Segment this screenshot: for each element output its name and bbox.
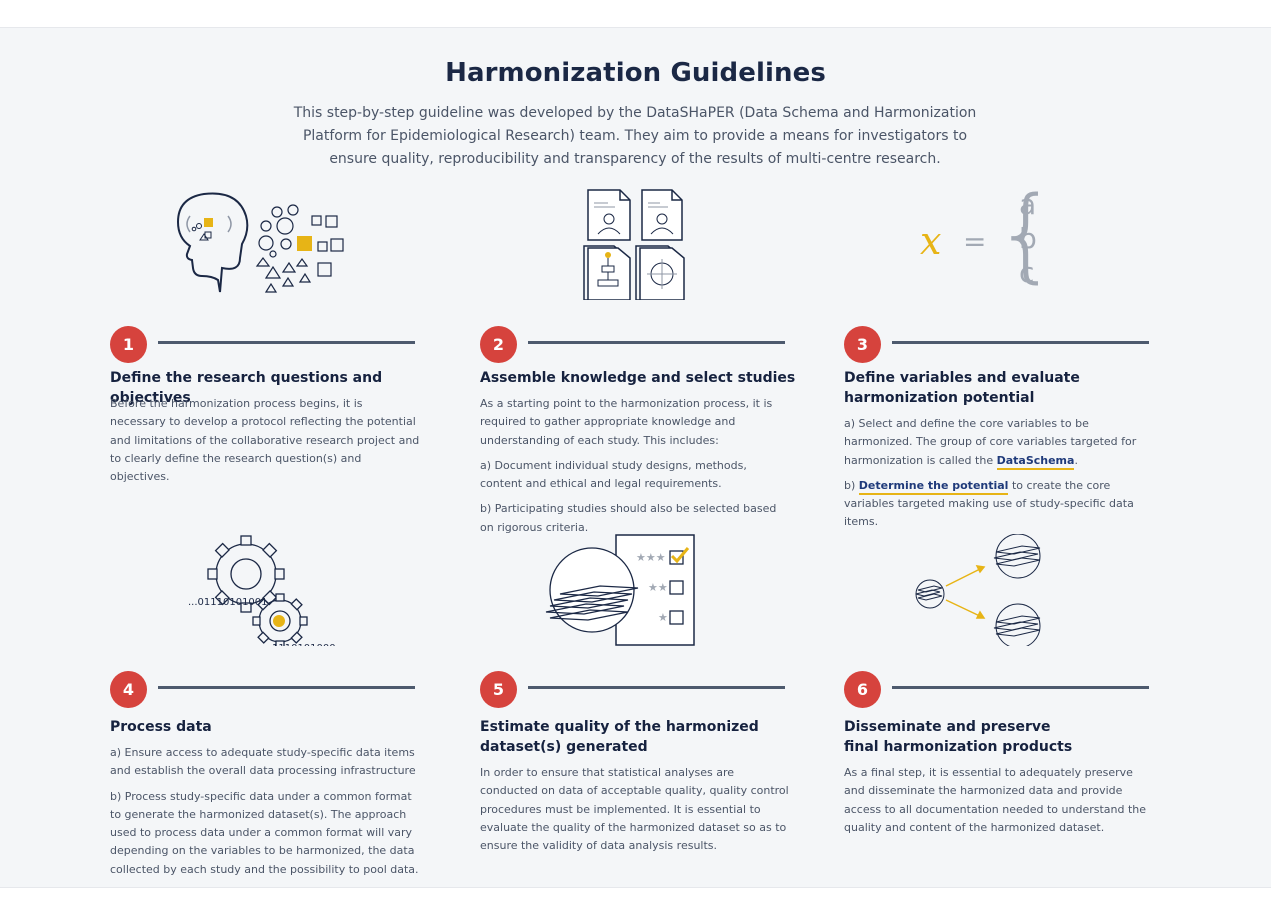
- step-divider: [892, 686, 1149, 689]
- step-number-badge: 1: [110, 326, 147, 363]
- step-2: 2 Assemble knowledge and select studies …: [480, 188, 800, 534]
- paragraph-text: a) Select and define the core variables …: [844, 417, 1137, 467]
- intro-text: This step-by-step guideline was develope…: [293, 105, 977, 167]
- formula-option-a: a: [1019, 188, 1037, 221]
- step-paragraph: a) Ensure access to adequate study-speci…: [110, 746, 416, 778]
- step-divider: [158, 686, 415, 689]
- step-paragraph: As a final step, it is essential to adeq…: [844, 766, 1147, 834]
- guidelines-section: Harmonization Guidelines This step-by-st…: [0, 27, 1271, 888]
- step-title: Disseminate and preserve final harmoniza…: [844, 719, 1073, 755]
- step-number-badge: 5: [480, 671, 517, 708]
- step-paragraph: b) Participating studies should also be …: [480, 502, 777, 534]
- step-5: ★★★ ★★ ★ 5 Estimate quality of the harmo…: [480, 534, 800, 864]
- quality-checklist-icon: ★★★ ★★ ★: [545, 534, 695, 646]
- step-6: 6 Disseminate and preserve final harmoni…: [844, 534, 1164, 864]
- step-paragraph: a) Document individual study designs, me…: [480, 458, 747, 491]
- step-1: 1 Define the research questions and obje…: [110, 188, 430, 488]
- disseminate-arrows-icon: [915, 534, 1041, 646]
- step-title: Assemble knowledge and select studies: [480, 370, 796, 386]
- svg-text:★: ★: [658, 611, 668, 624]
- step-number-badge: 3: [844, 326, 881, 363]
- step-paragraph: In order to ensure that statistical anal…: [480, 766, 789, 853]
- documents-icon: [583, 189, 685, 300]
- step-title: Define variables and evaluate harmonizat…: [844, 370, 1080, 406]
- gears-binary-icon: ...01110101001 1110101000...: [188, 535, 345, 646]
- step-number-badge: 4: [110, 671, 147, 708]
- head-shapes-icon: [176, 192, 344, 293]
- svg-text:★★: ★★: [648, 581, 668, 594]
- svg-text:★★★: ★★★: [636, 551, 666, 564]
- step-body: In order to ensure that statistical anal…: [480, 764, 790, 862]
- step-body: a) Select and define the core variables …: [844, 415, 1154, 539]
- step-number-badge: 6: [844, 671, 881, 708]
- step-3: x = { a b c 3 Define variables and evalu…: [844, 184, 1164, 528]
- formula-option-b: b: [1019, 222, 1037, 255]
- page-title: Harmonization Guidelines: [445, 58, 826, 88]
- step-paragraph: b) Determine the potential to create the…: [844, 477, 1154, 532]
- step-title: Process data: [110, 719, 212, 735]
- step-divider: [528, 686, 785, 689]
- step-divider: [892, 341, 1149, 344]
- step-title: Estimate quality of the harmonized datas…: [480, 719, 759, 755]
- binary-text-2: 1110101000...: [272, 643, 345, 646]
- step-divider: [158, 341, 415, 344]
- step-body: As a final step, it is essential to adeq…: [844, 764, 1154, 844]
- paragraph-text: to create the core variables targeted ma…: [844, 478, 1134, 529]
- step-body: a) Ensure access to adequate study-speci…: [110, 744, 420, 886]
- formula-variable: x: [920, 219, 942, 263]
- paragraph-prefix: b): [844, 478, 859, 492]
- dataschema-link[interactable]: DataSchema: [996, 453, 1075, 470]
- binary-text-1: ...01110101001: [188, 597, 268, 608]
- determine-potential-link[interactable]: Determine the potential: [858, 478, 1009, 495]
- step-paragraph: Before the harmonization process begins,…: [110, 397, 420, 484]
- formula-brace: {: [994, 175, 1059, 294]
- step-body: Before the harmonization process begins,…: [110, 395, 420, 493]
- step-divider: [528, 341, 785, 344]
- formula-option-c: c: [1019, 256, 1035, 289]
- step-title: Define the research questions and object…: [110, 370, 383, 406]
- step-paragraph: As a starting point to the harmonization…: [480, 397, 773, 447]
- paragraph-end: .: [1074, 453, 1078, 467]
- step-body: As a starting point to the harmonization…: [480, 395, 790, 544]
- step-paragraph: a) Select and define the core variables …: [844, 415, 1154, 470]
- step-paragraph: b) Process study-specific data under a c…: [110, 789, 419, 876]
- variable-equation-icon: x = { a b c: [844, 184, 1164, 300]
- formula-equals: =: [963, 225, 987, 258]
- step-4: ...01110101001 1110101000... 4 Process d…: [110, 534, 430, 876]
- step-number-badge: 2: [480, 326, 517, 363]
